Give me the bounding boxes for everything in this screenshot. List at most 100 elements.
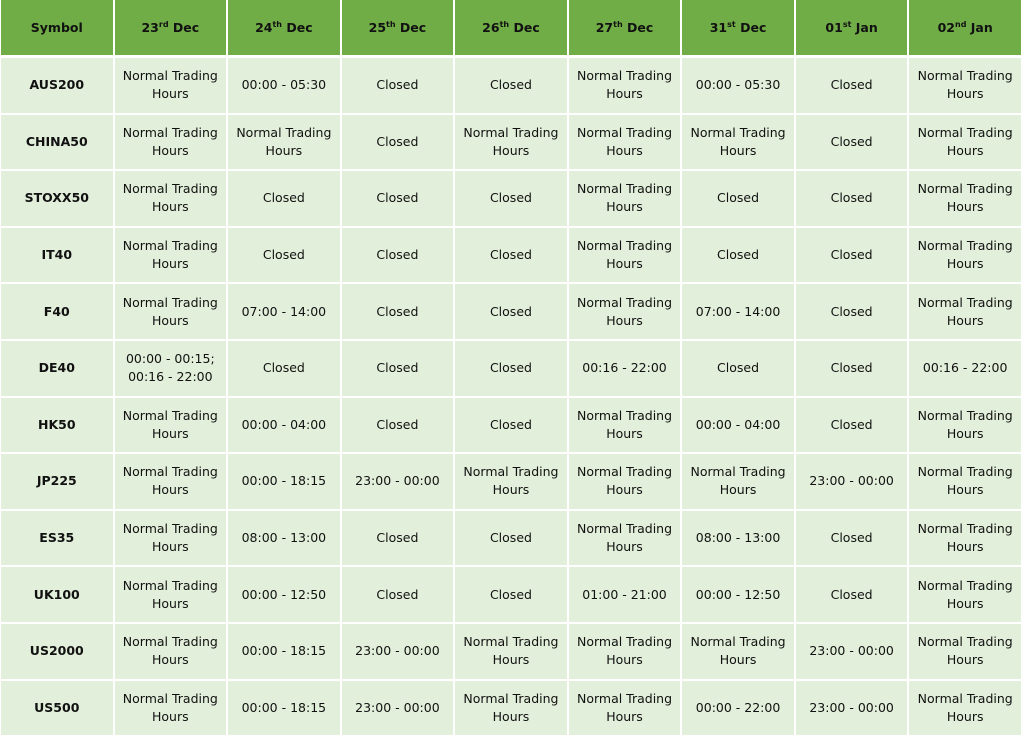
date-suffix: st <box>842 19 852 29</box>
date-month: Jan <box>855 20 878 36</box>
table-row: DE40 00:00 - 00:15; 00:16 - 22:00 Closed Cl… <box>1 340 1021 398</box>
table-row: CHINA50 Normal Trading Hours Normal Tradin… <box>1 114 1021 172</box>
hours-cell: Closed <box>682 340 794 398</box>
hours-cell: Normal Trading Hours <box>114 680 227 737</box>
header-date: 26th Dec <box>455 0 567 58</box>
hours-cell: Normal Trading Hours <box>114 114 227 172</box>
date-day: 31 <box>709 20 728 36</box>
hours-cell: Normal Trading Hours <box>909 680 1021 737</box>
date-month: Jan <box>970 20 993 36</box>
table-row: AUS200 Normal Trading Hours 00:00 - 05:30 C… <box>1 58 1021 115</box>
hours-cell: Closed <box>341 171 454 228</box>
date-day: 27 <box>595 20 614 36</box>
hours-cell: 00:00 - 18:15 <box>228 623 340 681</box>
hours-cell: Closed <box>795 397 908 455</box>
hours-cell: Normal Trading Hours <box>568 58 681 115</box>
table-row: ES35 Normal Trading Hours 08:00 - 13:00 Clo… <box>1 510 1021 568</box>
hours-cell: Normal Trading Hours <box>568 171 681 228</box>
date-day: 24 <box>255 20 273 36</box>
date-month: Dec <box>740 20 767 36</box>
symbol-cell: IT40 <box>1 227 113 285</box>
date-suffix: rd <box>158 19 169 29</box>
header-date: 23rd Dec <box>114 0 227 58</box>
hours-cell: 08:00 - 13:00 <box>228 510 340 568</box>
hours-cell: Normal Trading Hours <box>455 114 567 172</box>
header-symbol: Symbol <box>1 0 113 58</box>
date-day: 01 <box>825 20 843 36</box>
hours-cell: 07:00 - 14:00 <box>228 284 340 341</box>
header-date: 31st Dec <box>682 0 794 58</box>
hours-cell: Normal Trading Hours <box>909 454 1021 511</box>
hours-cell: Closed <box>228 340 340 398</box>
hours-cell: Closed <box>228 227 340 285</box>
date-month: Dec <box>286 20 313 36</box>
hours-cell: Closed <box>341 340 454 398</box>
hours-cell: Closed <box>795 510 908 568</box>
hours-cell: Normal Trading Hours <box>909 284 1021 341</box>
hours-cell: 00:00 - 04:00 <box>682 397 794 455</box>
hours-cell: Normal Trading Hours <box>455 680 567 737</box>
symbol-cell: UK100 <box>1 567 113 624</box>
date-day: 02 <box>937 20 955 36</box>
symbol-cell: US2000 <box>1 623 113 681</box>
date-month: Dec <box>172 20 200 36</box>
hours-cell: Normal Trading Hours <box>909 510 1021 568</box>
hours-cell: 00:00 - 12:50 <box>228 567 340 624</box>
hours-cell: Normal Trading Hours <box>568 510 681 568</box>
table-row: US500 Normal Trading Hours 00:00 - 18:15 23… <box>1 680 1021 737</box>
hours-cell: Normal Trading Hours <box>682 454 794 511</box>
symbol-cell: F40 <box>1 284 113 341</box>
hours-cell: Closed <box>455 284 567 341</box>
hours-cell: 23:00 - 00:00 <box>341 454 454 511</box>
hours-cell: 01:00 - 21:00 <box>568 567 681 624</box>
hours-cell: Closed <box>455 397 567 455</box>
hours-cell: 00:00 - 22:00 <box>682 680 794 737</box>
table-row: HK50 Normal Trading Hours 00:00 - 04:00 Clo… <box>1 397 1021 455</box>
hours-cell: Normal Trading Hours <box>114 397 227 455</box>
hours-cell: Normal Trading Hours <box>909 623 1021 681</box>
hours-cell: 00:00 - 18:15 <box>228 454 340 511</box>
hours-cell: Normal Trading Hours <box>114 227 227 285</box>
hours-cell: Normal Trading Hours <box>568 114 681 172</box>
header-date: 01st Jan <box>795 0 908 58</box>
hours-cell: Closed <box>795 227 908 285</box>
hours-cell: Normal Trading Hours <box>455 454 567 511</box>
hours-cell: 00:00 - 05:30 <box>682 58 794 115</box>
table-row: F40 Normal Trading Hours 07:00 - 14:00 Clos… <box>1 284 1021 341</box>
hours-cell: Closed <box>795 284 908 341</box>
hours-cell: 00:00 - 00:15; 00:16 - 22:00 <box>114 340 227 398</box>
hours-cell: 00:16 - 22:00 <box>909 340 1021 398</box>
date-suffix: nd <box>955 19 967 29</box>
hours-cell: Closed <box>455 227 567 285</box>
hours-cell: Normal Trading Hours <box>568 284 681 341</box>
header-date: 24th Dec <box>228 0 340 58</box>
hours-cell: Closed <box>341 227 454 285</box>
hours-cell: Closed <box>795 114 908 172</box>
hours-cell: Closed <box>682 171 794 228</box>
hours-cell: 23:00 - 00:00 <box>795 623 908 681</box>
symbol-cell: CHINA50 <box>1 114 113 172</box>
hours-cell: Normal Trading Hours <box>114 454 227 511</box>
hours-cell: Closed <box>795 58 908 115</box>
hours-cell: Closed <box>455 510 567 568</box>
header-row: Symbol 23rd Dec 24th Dec 25th Dec 26th Dec 2… <box>1 0 1021 58</box>
hours-cell: Normal Trading Hours <box>228 114 340 172</box>
table-row: US2000 Normal Trading Hours 00:00 - 18:15 2… <box>1 623 1021 681</box>
hours-cell: 00:00 - 05:30 <box>228 58 340 115</box>
table-row: STOXX50 Normal Trading Hours Closed Closed C… <box>1 171 1021 228</box>
table-row: UK100 Normal Trading Hours 00:00 - 12:50 Cl… <box>1 567 1021 624</box>
symbol-cell: JP225 <box>1 454 113 511</box>
date-month: Dec <box>513 20 540 36</box>
date-day: 23 <box>141 20 159 36</box>
hours-cell: Closed <box>795 171 908 228</box>
symbol-cell: STOXX50 <box>1 171 113 228</box>
hours-cell: Closed <box>341 114 454 172</box>
hours-cell: Normal Trading Hours <box>568 680 681 737</box>
hours-cell: 00:00 - 18:15 <box>228 680 340 737</box>
date-suffix: th <box>386 19 396 29</box>
hours-cell: Closed <box>795 567 908 624</box>
symbol-cell: US500 <box>1 680 113 737</box>
date-month: Dec <box>627 20 654 36</box>
header-date: 27th Dec <box>568 0 681 58</box>
hours-cell: Closed <box>455 171 567 228</box>
